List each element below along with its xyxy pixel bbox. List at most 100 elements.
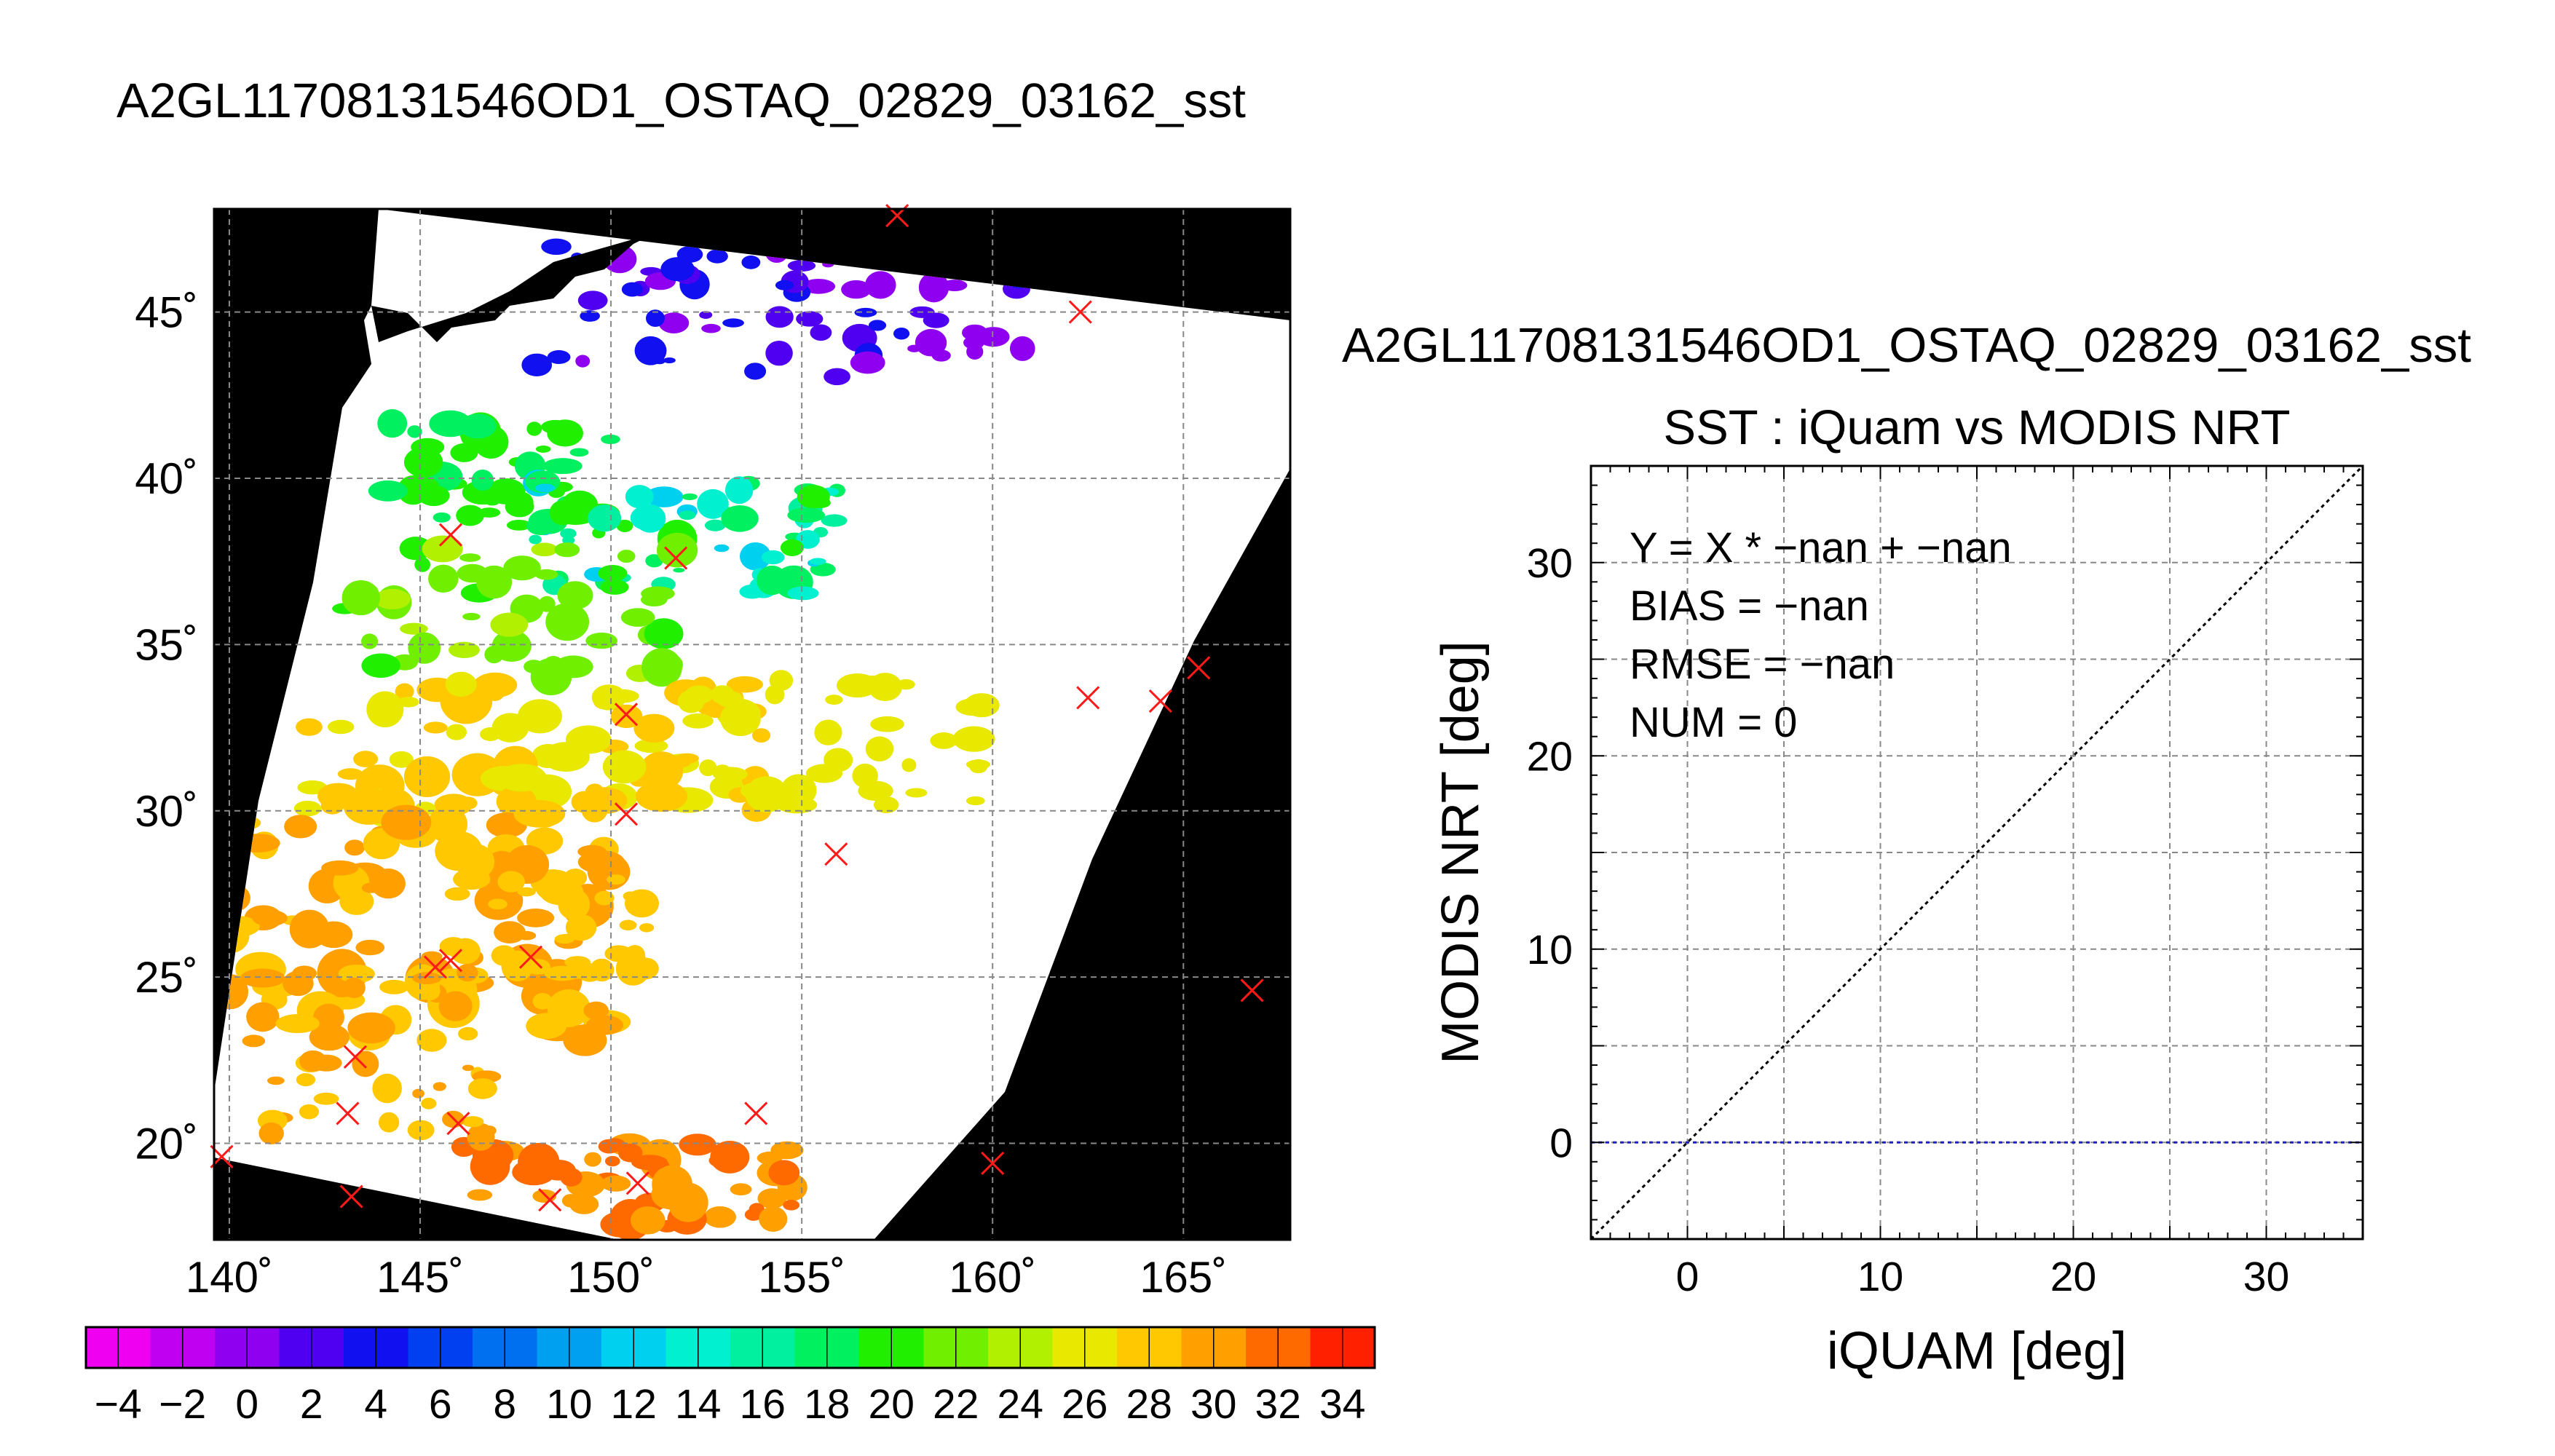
sst-patch (722, 318, 744, 328)
sst-patch (526, 422, 542, 436)
sst-patch (952, 726, 995, 752)
sst-patch (703, 1206, 736, 1228)
sst-patch (317, 783, 360, 810)
sst-patch (761, 550, 785, 565)
sst-patch (459, 553, 481, 562)
sst-patch (577, 844, 607, 858)
sst-patch (538, 596, 556, 612)
matchup-marker (446, 1112, 470, 1136)
sst-patch (765, 306, 794, 328)
sst-patch (809, 497, 831, 509)
sst-patch (781, 774, 817, 807)
sst-patch (446, 724, 467, 740)
sst-patch (398, 697, 419, 708)
sst-patch (449, 641, 480, 658)
sst-patch (327, 719, 355, 735)
sst-patch (416, 1029, 447, 1052)
sst-patch (602, 750, 647, 784)
sst-patch (321, 860, 359, 876)
sst-patch (671, 756, 692, 768)
sst-patch (645, 554, 663, 568)
sst-patch (313, 1003, 345, 1032)
sst-patch (313, 1092, 339, 1105)
colorbar-tick-label: −4 (95, 1381, 142, 1428)
colorbar-tick-label: 10 (546, 1381, 592, 1428)
sst-patch (526, 516, 556, 535)
sst-patch (639, 923, 655, 933)
sst-patch (624, 945, 646, 965)
sst-patch (901, 758, 917, 772)
map-frame (213, 207, 1292, 1241)
sst-patch (526, 1013, 567, 1040)
sst-patch (974, 695, 992, 705)
matchup-marker (614, 703, 639, 727)
map-lon-tick-label: 140˚ (186, 1253, 273, 1302)
sst-patch (564, 869, 588, 887)
sst-patch (631, 1206, 666, 1235)
sst-patch (765, 340, 793, 366)
sst-patch (625, 889, 659, 918)
matchup-marker (1187, 656, 1211, 680)
sst-patch (663, 357, 676, 364)
matchup-marker (343, 1045, 367, 1069)
sst-patch (554, 542, 580, 558)
sst-patch (589, 958, 615, 982)
map-lon-tick-label: 155˚ (758, 1253, 845, 1302)
sst-patch (422, 535, 463, 563)
sst-patch (775, 280, 794, 290)
sst-patch (561, 490, 599, 519)
sst-patch (378, 1112, 400, 1133)
sst-patch (458, 1026, 478, 1041)
sst-patch (462, 480, 504, 505)
sst-patch (352, 1051, 379, 1077)
sst-patch (482, 1125, 497, 1136)
sst-patch (585, 783, 604, 802)
sst-patch (267, 1076, 285, 1085)
map-lat-ticks: 20˚ 25˚ 30˚ 35˚ 40˚ 45˚ (135, 288, 198, 1168)
sst-patch (534, 812, 557, 828)
sst-patch (653, 357, 666, 365)
sst-patch (621, 282, 643, 297)
sst-patch (361, 653, 400, 678)
matchup-marker (744, 1101, 768, 1125)
colorbar-tick-label: 2 (300, 1381, 323, 1428)
sst-patch (309, 1024, 350, 1051)
sst-patch (617, 550, 636, 563)
sst-patch (865, 736, 894, 761)
sst-patch (529, 534, 542, 545)
sst-patch (918, 272, 949, 303)
sst-patch (403, 756, 451, 797)
sst-patch (444, 887, 470, 901)
sst-patch (588, 505, 622, 532)
sst-patch (341, 579, 380, 616)
matchup-marker (538, 1188, 562, 1212)
scatter-top-title: A2GL11708131546OD1_OSTAQ_02829_03162_sst (1342, 318, 2471, 373)
sst-patch (802, 278, 836, 294)
sst-patch (679, 1133, 716, 1156)
sst-patch (541, 238, 572, 256)
sst-patch (787, 586, 819, 601)
sst-patch (566, 960, 589, 979)
sst-patch (682, 713, 714, 729)
sst-patch (462, 1064, 474, 1072)
sst-patch (491, 713, 529, 743)
matchup-marker (518, 945, 543, 969)
sst-patch (433, 512, 451, 523)
sst-patch (457, 964, 478, 982)
colorbar-tick-label: 12 (611, 1381, 657, 1428)
sst-patch (814, 719, 842, 745)
sst-patch (607, 874, 625, 885)
sst-patch (841, 280, 872, 299)
sst-patch (697, 488, 729, 519)
sst-patch (711, 685, 733, 704)
sst-patch (850, 351, 885, 374)
scatter-y-tick-label: 0 (1549, 1120, 1573, 1166)
sst-patch (923, 312, 949, 328)
colorbar-frame (84, 1326, 1376, 1369)
sst-patch (757, 1188, 787, 1209)
sst-patch (462, 612, 481, 621)
matchup-marker (824, 842, 848, 866)
sst-patch (796, 311, 824, 327)
sst-patch (381, 804, 432, 840)
